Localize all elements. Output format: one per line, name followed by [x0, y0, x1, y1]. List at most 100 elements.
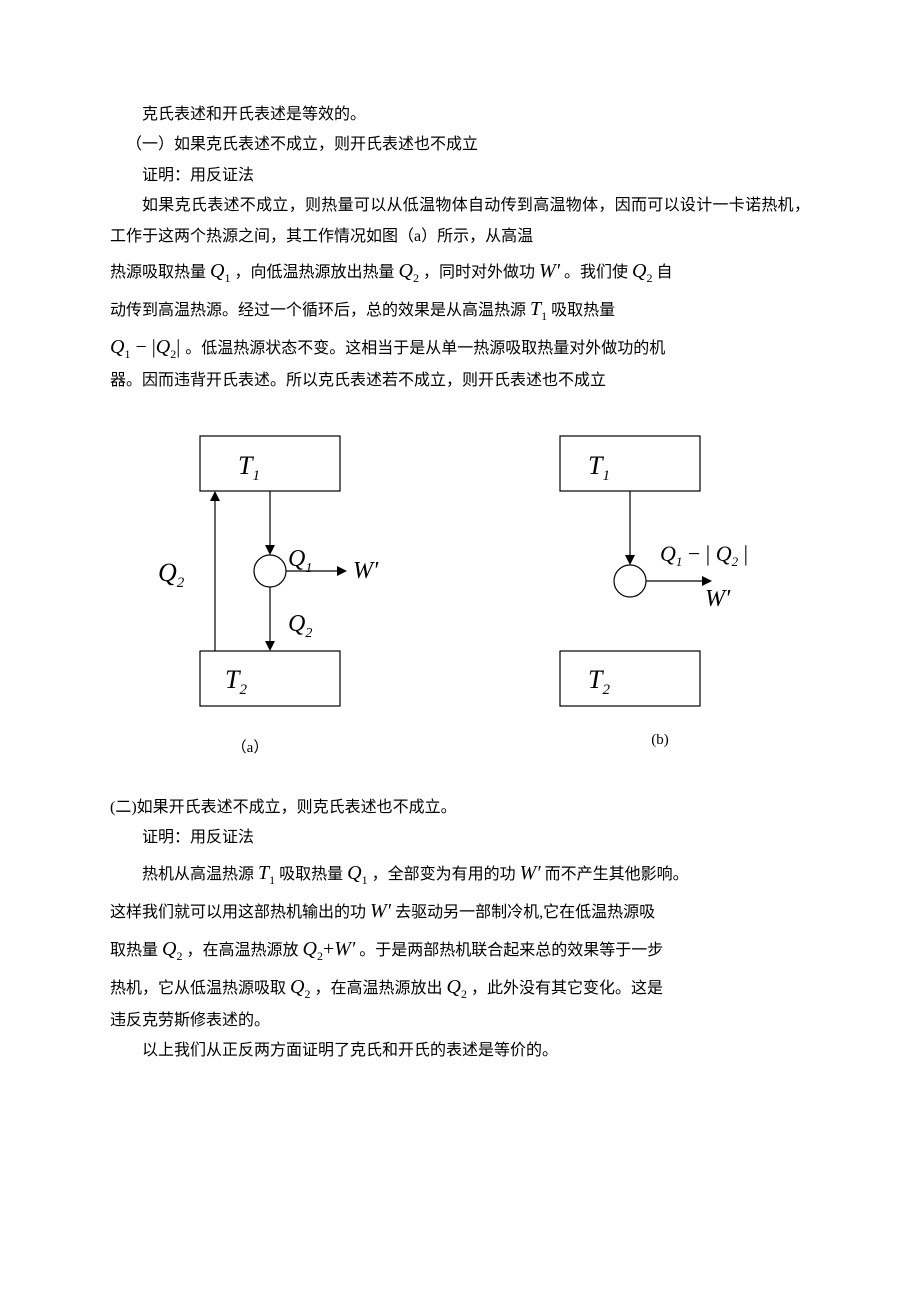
w: W′ — [539, 260, 560, 282]
t: 。低温热源状态不变。这相当于是从单一热源吸取热量对外做功的机 — [185, 340, 665, 357]
q2-left-label: Q2 — [158, 558, 185, 591]
sub: 2 — [176, 949, 182, 963]
figure-a-svg: T1 T2 Q1 Q2 W′ Q2 — [110, 426, 390, 716]
t: 。于是两部热机联合起来总的效果等于一步 — [359, 942, 663, 959]
w-label: W′ — [353, 558, 379, 584]
q1b: Q1 — [347, 862, 367, 884]
q2-sym: Q — [398, 260, 412, 282]
t: ，此外没有其它变化。这是 — [471, 980, 663, 997]
box-t1 — [200, 436, 340, 491]
sub: 1 — [362, 873, 368, 887]
sub: 2 — [461, 987, 467, 1001]
q1-sub: 1 — [224, 271, 230, 285]
q2-sub: 2 — [413, 271, 419, 285]
q2: Q2 — [398, 260, 418, 282]
q2c: Q2 — [290, 976, 310, 998]
proof-label-a: 证明：用反证法 — [110, 161, 810, 191]
figures-row: T1 T2 Q1 Q2 W′ Q2 （a） — [110, 426, 810, 763]
caption-a: （a） — [232, 734, 269, 763]
wb: W′ — [520, 862, 541, 884]
sub: 2 — [304, 987, 310, 1001]
proof-label-b: 证明：用反证法 — [110, 823, 810, 853]
sym: Q — [347, 862, 361, 884]
para-b5: 违反克劳斯修表述的。 — [110, 1006, 810, 1036]
para-a1: 如果克氏表述不成立，则热量可以从低温物体自动传到高温物体，因而可以设计一卡诺热机… — [110, 191, 810, 252]
figure-b-svg: T1 T2 Q1 − | Q2 | W′ — [510, 426, 810, 716]
q-formula: Q1 − |Q2| — [110, 336, 185, 358]
t: ，向低温热源放出热量 — [234, 264, 394, 281]
conclusion: 以上我们从正反两方面证明了克氏和开氏的表述是等价的。 — [110, 1036, 810, 1066]
arrow-w-b-head — [702, 576, 712, 586]
t1: T1 — [530, 298, 547, 320]
q2d: Q2 — [446, 976, 466, 998]
t: 取热量 — [110, 942, 158, 959]
para-b2: 这样我们就可以用这部热机输出的功 W′ 去驱动另一部制冷机,它在低温热源吸 — [110, 892, 810, 930]
t: 自 — [656, 264, 672, 281]
t: ，全部变为有用的功 — [372, 866, 516, 883]
q2-label: Q2 — [288, 611, 312, 641]
t2-label: T2 — [225, 665, 247, 698]
sym: Q — [290, 976, 304, 998]
q-expr-label: Q1 − | Q2 | — [660, 541, 748, 569]
box-t2-b — [560, 651, 700, 706]
para-a3: 动传到高温热源。经过一个循环后，总的效果是从高温热源 T1 吸取热量 — [110, 290, 810, 328]
t1-label: T1 — [238, 451, 260, 484]
arrow-w-head — [337, 566, 347, 576]
wb2: W′ — [370, 900, 391, 922]
t: 而不产生其他影响。 — [545, 866, 689, 883]
q2b-sub: 2 — [646, 271, 652, 285]
t: ，同时对外做功 — [423, 264, 535, 281]
t: 去驱动另一部制冷机,它在低温热源吸 — [395, 904, 655, 921]
qb: Q — [156, 336, 170, 358]
q2b: Q2 — [162, 938, 182, 960]
section-b-title: (二)如果开氏表述不成立，则克氏表述也不成立。 — [110, 793, 810, 823]
t1-sym: T — [530, 298, 541, 320]
sym: T — [258, 862, 269, 884]
sym: Q — [162, 938, 176, 960]
box-t2 — [200, 651, 340, 706]
t: 热机，它从低温热源吸取 — [110, 980, 286, 997]
t: 热源吸取热量 — [110, 264, 206, 281]
figure-a: T1 T2 Q1 Q2 W′ Q2 （a） — [110, 426, 390, 763]
t: 热机从高温热源 — [142, 866, 254, 883]
q2wb: Q2+W′ — [302, 938, 355, 960]
engine-circle-b — [614, 565, 646, 597]
section-b: (二)如果开氏表述不成立，则克氏表述也不成立。 证明：用反证法 热机从高温热源 … — [110, 793, 810, 1067]
box-t1-b — [560, 436, 700, 491]
t: 动传到高温热源。经过一个循环后，总的效果是从高温热源 — [110, 302, 526, 319]
intro-line: 克氏表述和开氏表述是等效的。 — [110, 100, 810, 130]
para-a2: 热源吸取热量 Q1 ，向低温热源放出热量 Q2 ，同时对外做功 W′ 。我们使 … — [110, 252, 810, 290]
arrow-q2-return-head — [210, 491, 220, 501]
arrow-in-b-head — [625, 555, 635, 565]
t: 。我们使 — [564, 264, 628, 281]
t1b: T1 — [258, 862, 275, 884]
para-b1: 热机从高温热源 T1 吸取热量 Q1 ，全部变为有用的功 W′ 而不产生其他影响… — [110, 854, 810, 892]
para-b4: 热机，它从低温热源吸取 Q2 ，在高温热源放出 Q2 ，此外没有其它变化。这是 — [110, 968, 810, 1006]
q1: Q1 — [210, 260, 230, 282]
t: 吸取热量 — [551, 302, 615, 319]
t: 吸取热量 — [279, 866, 343, 883]
sym: Q — [446, 976, 460, 998]
caption-b: (b) — [651, 726, 669, 755]
q2b: Q2 — [632, 260, 652, 282]
t: ，在高温热源放出 — [314, 980, 442, 997]
t: ，在高温热源放 — [186, 942, 298, 959]
qa: Q — [110, 336, 124, 358]
plus: + — [323, 938, 334, 960]
sym: Q — [302, 938, 316, 960]
q1-sym: Q — [210, 260, 224, 282]
bar: | — [176, 336, 180, 358]
wsym: W′ — [334, 938, 355, 960]
arrow-q2-head — [265, 641, 275, 651]
q2b-sym: Q — [632, 260, 646, 282]
w-label-b: W′ — [705, 586, 731, 612]
para-a5: 器。因而违背开氏表述。所以克氏表述若不成立，则开氏表述也不成立 — [110, 366, 810, 396]
t1-label-b: T1 — [588, 451, 610, 484]
t: 这样我们就可以用这部热机输出的功 — [110, 904, 366, 921]
sub: 1 — [269, 873, 275, 887]
para-b3: 取热量 Q2 ，在高温热源放 Q2+W′ 。于是两部热机联合起来总的效果等于一步 — [110, 930, 810, 968]
para-a4: Q1 − |Q2| 。低温热源状态不变。这相当于是从单一热源吸取热量对外做功的机 — [110, 328, 810, 366]
t2-label-b: T2 — [588, 665, 610, 698]
section-a-title: （一）如果克氏表述不成立，则开氏表述也不成立 — [110, 130, 810, 160]
engine-circle — [254, 555, 286, 587]
